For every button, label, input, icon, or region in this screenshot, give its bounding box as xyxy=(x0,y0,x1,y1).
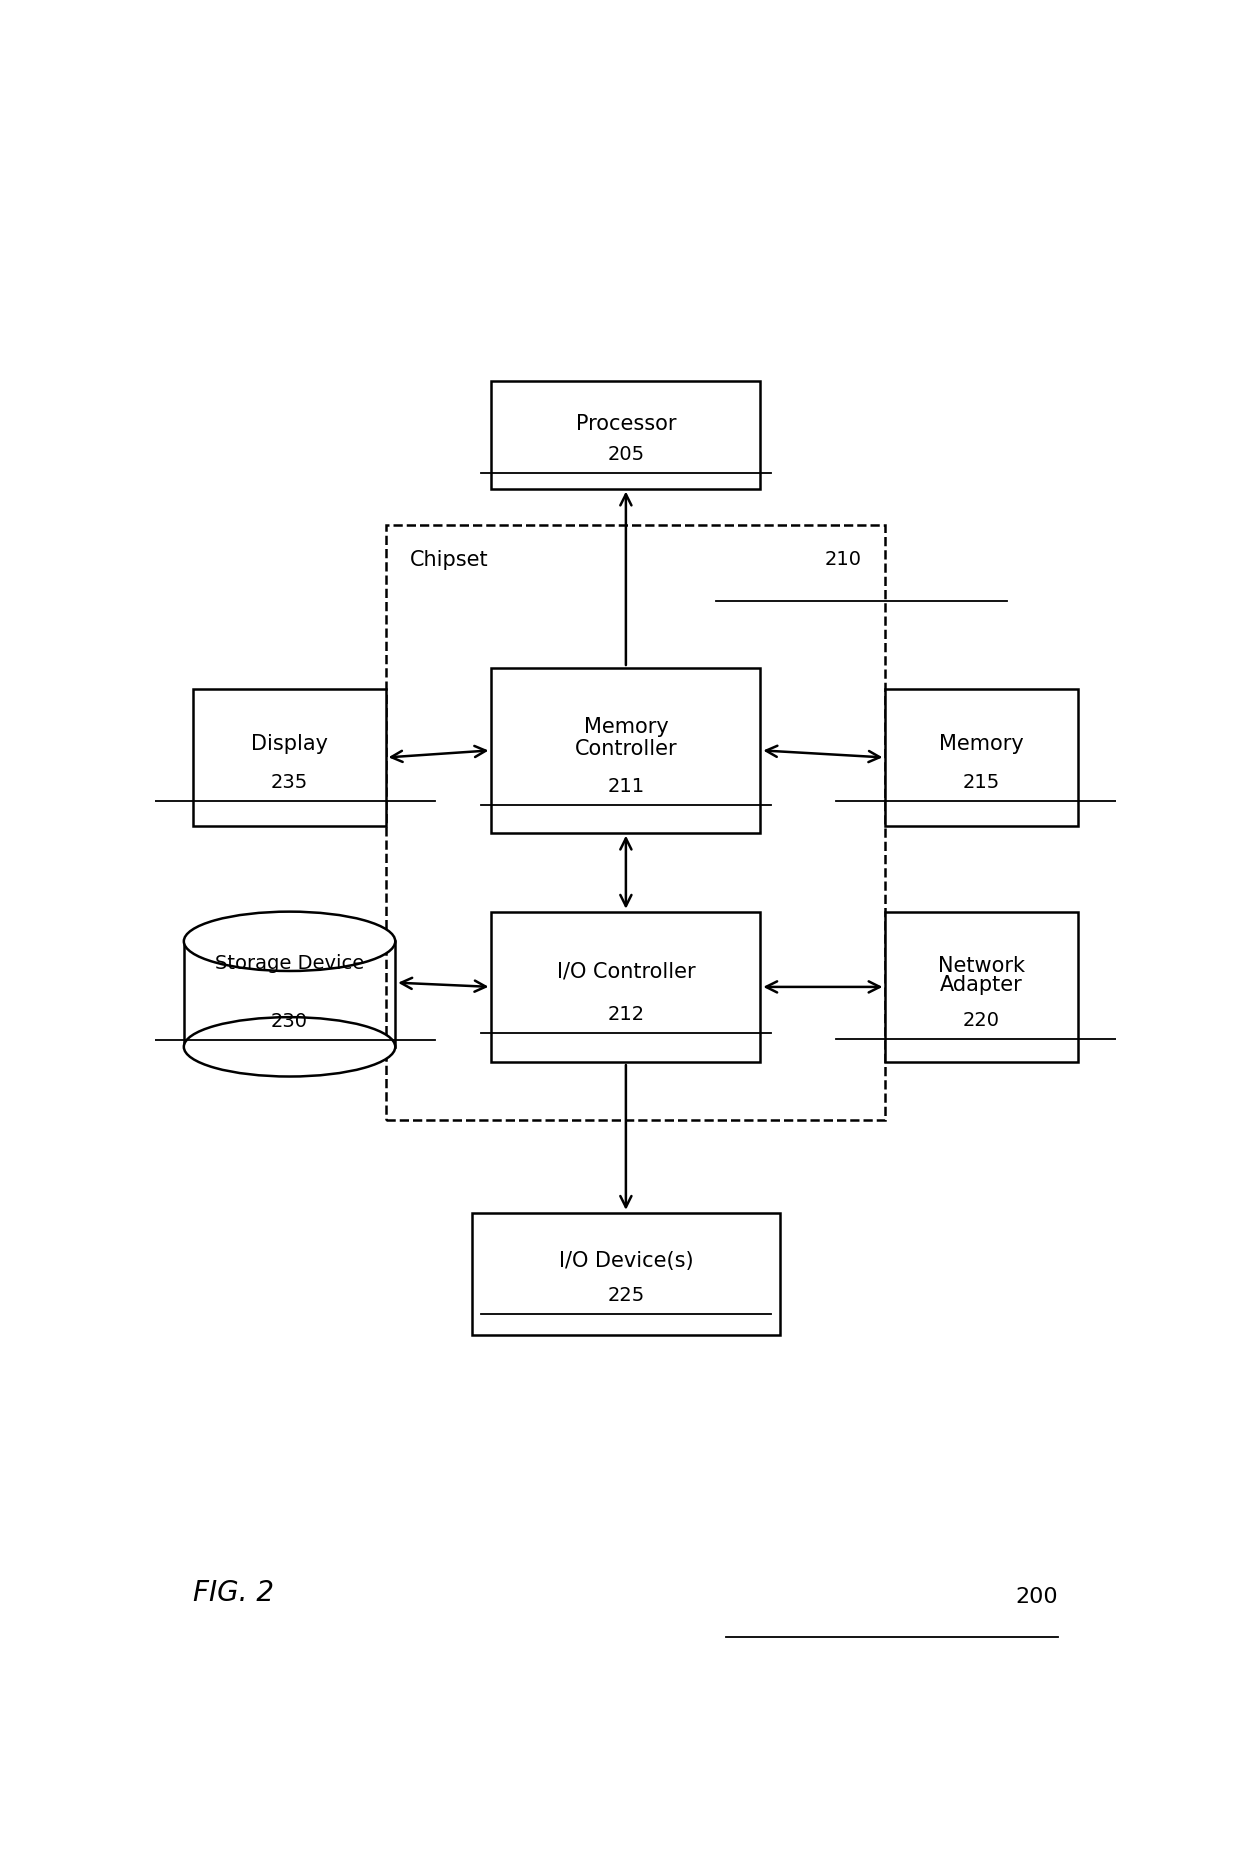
FancyBboxPatch shape xyxy=(386,525,885,1119)
Text: FIG. 2: FIG. 2 xyxy=(193,1579,274,1607)
Text: Display: Display xyxy=(250,734,329,754)
Text: Memory: Memory xyxy=(584,717,668,737)
Text: Controller: Controller xyxy=(574,739,677,758)
Text: 235: 235 xyxy=(270,773,309,791)
Ellipse shape xyxy=(184,912,396,970)
Text: 230: 230 xyxy=(272,1011,308,1032)
Text: 205: 205 xyxy=(608,445,645,464)
Text: 225: 225 xyxy=(608,1287,645,1305)
Text: 200: 200 xyxy=(1016,1586,1058,1607)
Text: Adapter: Adapter xyxy=(940,976,1023,996)
FancyBboxPatch shape xyxy=(491,668,760,832)
FancyBboxPatch shape xyxy=(491,382,760,488)
Text: 220: 220 xyxy=(963,1011,999,1030)
Text: Memory: Memory xyxy=(939,734,1024,754)
Text: Processor: Processor xyxy=(575,413,676,434)
Text: 211: 211 xyxy=(608,776,645,797)
FancyBboxPatch shape xyxy=(885,912,1078,1061)
FancyBboxPatch shape xyxy=(193,689,386,825)
Text: I/O Controller: I/O Controller xyxy=(557,963,696,981)
Text: 212: 212 xyxy=(608,1004,645,1024)
Text: Network: Network xyxy=(937,955,1025,976)
Text: 215: 215 xyxy=(962,773,1001,791)
FancyBboxPatch shape xyxy=(491,912,760,1061)
Text: I/O Device(s): I/O Device(s) xyxy=(558,1251,693,1272)
FancyBboxPatch shape xyxy=(885,689,1078,825)
Text: 210: 210 xyxy=(825,551,862,570)
Text: Chipset: Chipset xyxy=(409,551,489,570)
Text: Storage Device: Storage Device xyxy=(215,955,365,974)
FancyBboxPatch shape xyxy=(472,1212,780,1335)
Ellipse shape xyxy=(184,1017,396,1076)
